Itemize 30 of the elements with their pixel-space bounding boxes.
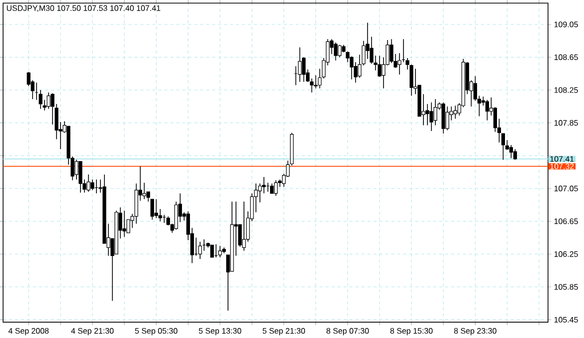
candlestick <box>310 78 314 93</box>
candlestick <box>270 183 274 194</box>
candlestick <box>134 183 138 224</box>
candlestick <box>350 56 354 80</box>
candlestick <box>78 161 82 194</box>
candlestick <box>430 102 434 132</box>
candlestick <box>158 208 162 222</box>
candlestick <box>485 100 490 121</box>
candlestick <box>242 201 246 252</box>
candlestick <box>298 47 302 82</box>
candlestick <box>509 144 513 159</box>
candlestick <box>314 74 318 89</box>
candlestick <box>501 133 505 160</box>
candlestick <box>453 105 458 120</box>
candlestick <box>90 179 94 191</box>
candlestick <box>142 182 146 200</box>
candlestick <box>218 246 222 258</box>
candlestick <box>274 180 278 196</box>
candlestick <box>114 210 118 254</box>
candlestick <box>230 201 234 272</box>
candlestick <box>86 174 90 192</box>
candlestick <box>473 76 478 102</box>
candlestick <box>513 148 517 160</box>
candlestick <box>102 174 106 244</box>
candlestick <box>198 241 202 260</box>
candlestick <box>318 68 322 89</box>
candlestick <box>154 198 158 218</box>
candlestick <box>74 159 78 180</box>
candlestick <box>122 210 126 238</box>
candlestick <box>222 247 226 254</box>
